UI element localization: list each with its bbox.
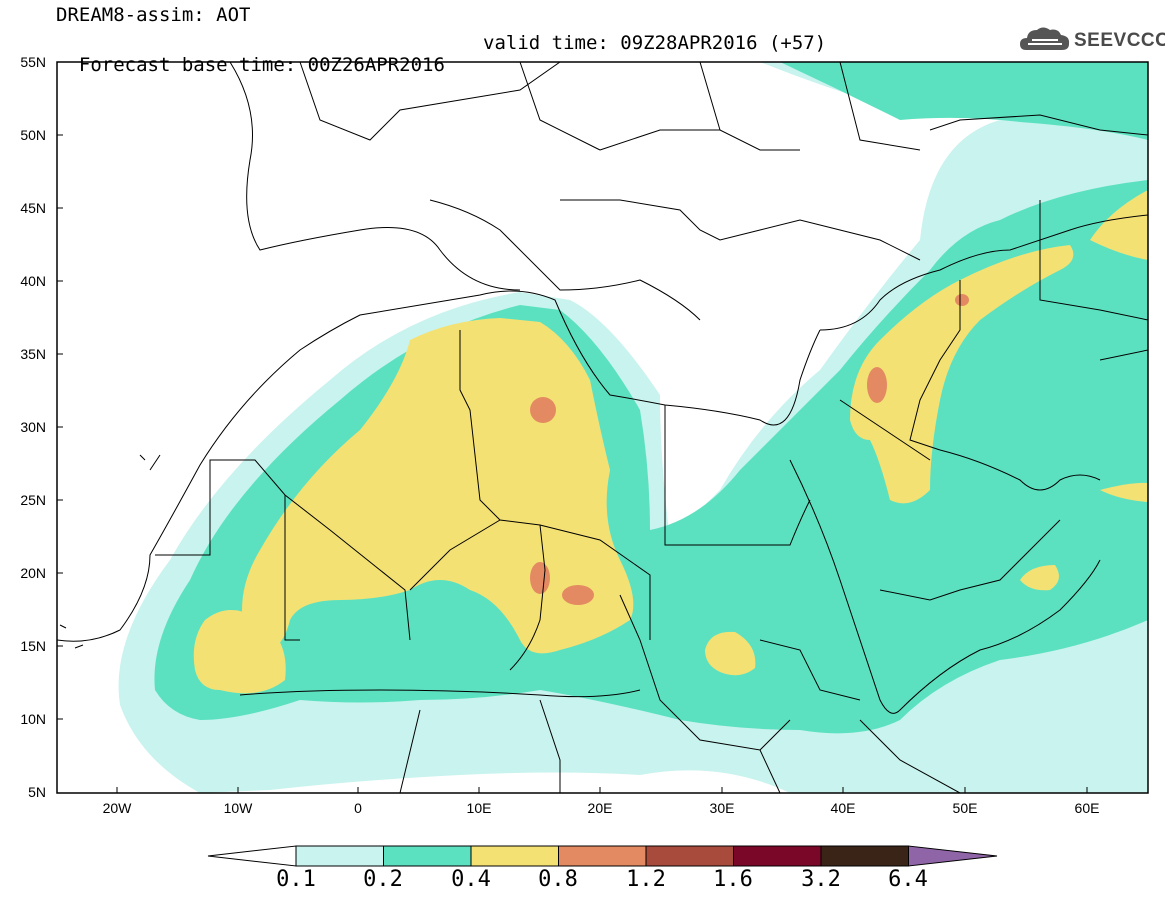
aot-region-0-4-ne [1090, 190, 1148, 260]
base-time-text: Forecast base time: 00Z26APR2016 [78, 54, 445, 76]
forecast-base-time: Forecast base time: 00Z26APR2016 valid t… [56, 32, 826, 98]
colorbar-label: 0.8 [538, 867, 578, 892]
lon-label: 10E [466, 800, 492, 816]
colorbar-label: 0.2 [363, 867, 403, 892]
colorbar-label: 1.6 [713, 867, 753, 892]
lat-label: 5N [28, 784, 46, 800]
lon-label: 60E [1074, 800, 1100, 816]
axis-ticks [57, 61, 1088, 794]
aot-region-0-2-northband [780, 62, 1148, 140]
lat-label: 45N [20, 200, 46, 216]
lon-label: 50E [952, 800, 978, 816]
colorbar-over [908, 845, 998, 867]
aot-region-0-2 [154, 180, 1148, 734]
aot-region-0-8-libya [530, 397, 556, 423]
aot-region-0-4-gulf [1100, 482, 1148, 502]
lon-label: 20E [587, 800, 613, 816]
colorbar-bin-4 [558, 845, 647, 867]
colorbar-bin-3 [470, 845, 559, 867]
lat-label: 25N [20, 492, 46, 508]
aot-field [57, 62, 1148, 793]
lat-label: 15N [20, 638, 46, 654]
lon-label: 0 [354, 800, 362, 816]
colorbar-label: 0.4 [451, 867, 491, 892]
aot-region-0-4-oman [1020, 565, 1059, 591]
lat-label: 55N [20, 54, 46, 70]
lat-label: 35N [20, 346, 46, 362]
logo-text: SEEVCCC [1074, 30, 1165, 51]
aot-region-0-8-iran [955, 294, 969, 306]
colorbar-label: 3.2 [801, 867, 841, 892]
aot-region-0-8-iraq [867, 367, 887, 403]
lat-label: 40N [20, 273, 46, 289]
chart-title: DREAM8-assim: AOT [56, 4, 251, 26]
colorbar-bin-2 [383, 845, 472, 867]
colorbar-under [207, 845, 297, 867]
valid-time-text: valid time: 09Z28APR2016 (+57) [483, 32, 827, 54]
aot-region-0-8-chad-b [562, 585, 594, 605]
lon-label: 10W [223, 800, 253, 816]
lon-label: 20W [102, 800, 132, 816]
colorbar-bin-5 [645, 845, 734, 867]
colorbar-bin-7 [820, 845, 909, 867]
lon-label: 30E [709, 800, 735, 816]
colorbar-bin-1 [295, 845, 384, 867]
cloud-icon [1020, 27, 1070, 50]
lat-label: 20N [20, 565, 46, 581]
colorbar-bin-6 [733, 845, 822, 867]
aot-region-0-4-arabia [850, 245, 1074, 504]
coastlines [57, 62, 1148, 793]
colorbar-label: 0.1 [276, 867, 316, 892]
aot-region-0-4-west [193, 610, 286, 694]
colorbar-label: 1.2 [626, 867, 666, 892]
seevccc-logo: SEEVCCC [1018, 22, 1165, 58]
lat-label: 30N [20, 419, 46, 435]
colorbar-label: 6.4 [888, 867, 928, 892]
aot-region-0-8-chad-a [530, 562, 550, 594]
aot-region-0-4-sudan [705, 631, 756, 676]
lat-label: 50N [20, 127, 46, 143]
lat-label: 10N [20, 711, 46, 727]
lon-label: 40E [830, 800, 856, 816]
colorbar [207, 845, 998, 867]
